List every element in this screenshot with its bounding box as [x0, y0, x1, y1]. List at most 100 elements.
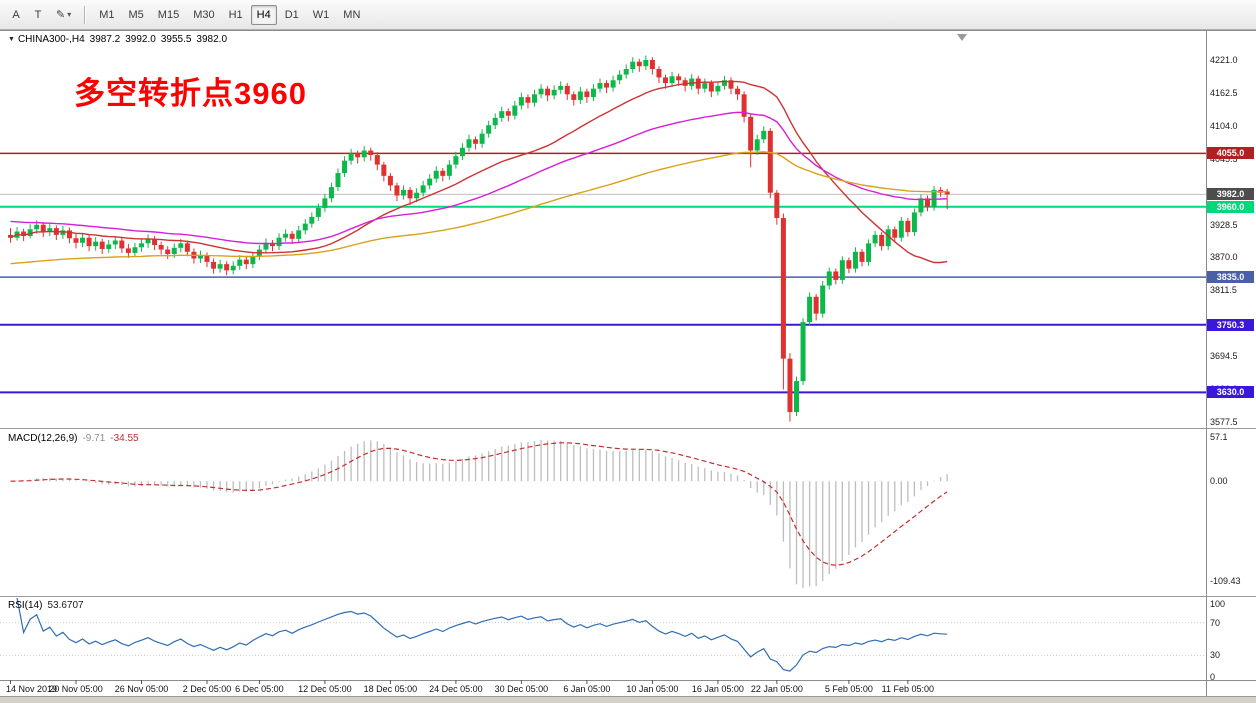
candle-body — [695, 78, 701, 89]
time-axis-label: 20 Nov 05:00 — [49, 684, 103, 694]
candle-body — [623, 68, 629, 75]
price-tag-pivot[interactable]: 3960.0 — [1207, 200, 1254, 213]
candle-body — [401, 189, 406, 196]
timeframe-button-h1[interactable]: H1 — [228, 8, 243, 21]
candle-body — [839, 260, 845, 280]
candle-body — [761, 130, 767, 140]
shift-end-marker-icon[interactable] — [957, 34, 967, 41]
ma-slow — [10, 151, 948, 265]
price-axis-tick: 3694.5 — [1210, 351, 1238, 362]
candle-body — [708, 83, 714, 92]
candle-body — [911, 212, 917, 233]
time-axis-label: 16 Jan 05:00 — [691, 684, 744, 694]
candle-body — [112, 240, 118, 245]
candle-body — [328, 187, 334, 199]
rsi-value: 53.6707 — [47, 600, 84, 611]
candle-body — [571, 94, 577, 100]
price-axis-tick: 3811.5 — [1210, 285, 1237, 296]
candle-body — [433, 170, 439, 179]
candle-body — [309, 216, 315, 224]
candle-body — [807, 296, 813, 323]
candle-body — [545, 88, 551, 96]
candle-body — [866, 243, 872, 262]
candle-body — [859, 251, 865, 262]
candle-body — [597, 83, 603, 89]
candle-body — [551, 89, 557, 96]
timeframe-button-m30[interactable]: M30 — [193, 8, 215, 21]
candle-body — [440, 170, 446, 176]
rsi-axis-tick: 70 — [1210, 617, 1221, 628]
price-axis-tick: 4162.5 — [1210, 87, 1238, 98]
timeframe-button-m5[interactable]: M5 — [128, 8, 144, 21]
timeframe-button-mn[interactable]: MN — [343, 8, 361, 21]
candle-body — [735, 88, 741, 95]
price-tag-current-price[interactable]: 3982.0 — [1207, 188, 1254, 201]
candle-body — [630, 61, 636, 69]
candle-body — [250, 256, 256, 265]
candle-body — [774, 192, 780, 219]
candle-body — [283, 233, 289, 238]
candle-body — [414, 192, 420, 199]
candle-body — [217, 264, 223, 269]
macd-name: MACD(12,26,9) — [8, 433, 78, 444]
ma-mid — [10, 111, 948, 245]
price-tag-support[interactable]: 3630.0 — [1207, 386, 1254, 399]
candle-body — [158, 245, 164, 250]
timeframe-button-h4[interactable]: H4 — [250, 4, 277, 25]
candle-body — [224, 264, 230, 271]
candle-body — [459, 147, 465, 157]
time-axis-label: 22 Jan 05:00 — [750, 684, 803, 694]
candle-body — [466, 139, 472, 148]
ohlc-toggle-icon[interactable]: ▼ — [8, 36, 15, 43]
candle-body — [315, 207, 321, 217]
candle-body — [780, 218, 786, 359]
candle-body — [335, 173, 341, 188]
drawing-tool-button[interactable]: ✎ ▾ — [56, 9, 72, 21]
close-value: 3982.0 — [196, 34, 228, 45]
candle-body — [165, 249, 171, 255]
time-axis-label: 18 Dec 05:00 — [363, 684, 418, 694]
candle-body — [289, 233, 295, 239]
candle-body — [721, 80, 727, 86]
timeframe-button-d1[interactable]: D1 — [284, 8, 299, 21]
candle-body — [715, 85, 721, 92]
macd-signal-line — [10, 442, 948, 566]
candle-body — [394, 185, 400, 196]
candle-body — [73, 238, 79, 243]
arrow-tool-button[interactable]: A — [12, 8, 20, 21]
candle-body — [728, 80, 734, 89]
candle-body — [47, 228, 53, 233]
text-tool-button[interactable]: T — [34, 8, 42, 21]
candle-body — [204, 255, 210, 262]
high-value: 3992.0 — [125, 34, 156, 45]
candle-body — [649, 60, 655, 69]
candle-body — [171, 247, 177, 255]
price-tag-resistance[interactable]: 4055.0 — [1207, 147, 1254, 160]
candle-body — [558, 85, 564, 90]
candle-body — [374, 155, 380, 165]
candle-body — [748, 116, 754, 151]
candle-body — [322, 198, 328, 208]
candle-body — [178, 243, 184, 248]
macd-main-value: -9.71 — [82, 433, 106, 444]
candle-body — [152, 238, 158, 246]
candle-body — [892, 229, 898, 238]
timeframe-button-m1[interactable]: M1 — [99, 8, 115, 21]
candle-body — [342, 160, 348, 174]
candle-body — [577, 91, 583, 100]
timeframe-button-m15[interactable]: M15 — [157, 8, 180, 21]
chart-annotation[interactable]: 多空转折点3960 — [74, 76, 307, 111]
time-axis-label: 10 Jan 05:00 — [626, 684, 679, 694]
candle-body — [564, 85, 570, 95]
price-tag-support[interactable]: 3835.0 — [1207, 271, 1254, 284]
candle-body — [8, 234, 13, 238]
timeframe-button-w1[interactable]: W1 — [312, 8, 330, 21]
candle-body — [355, 153, 361, 158]
time-axis-label: 12 Dec 05:00 — [298, 684, 352, 694]
time-axis-label: 26 Nov 05:00 — [114, 684, 169, 694]
low-value: 3955.5 — [160, 34, 192, 45]
price-tag-support[interactable]: 3750.3 — [1207, 318, 1254, 331]
open-value: 3987.2 — [89, 34, 121, 45]
